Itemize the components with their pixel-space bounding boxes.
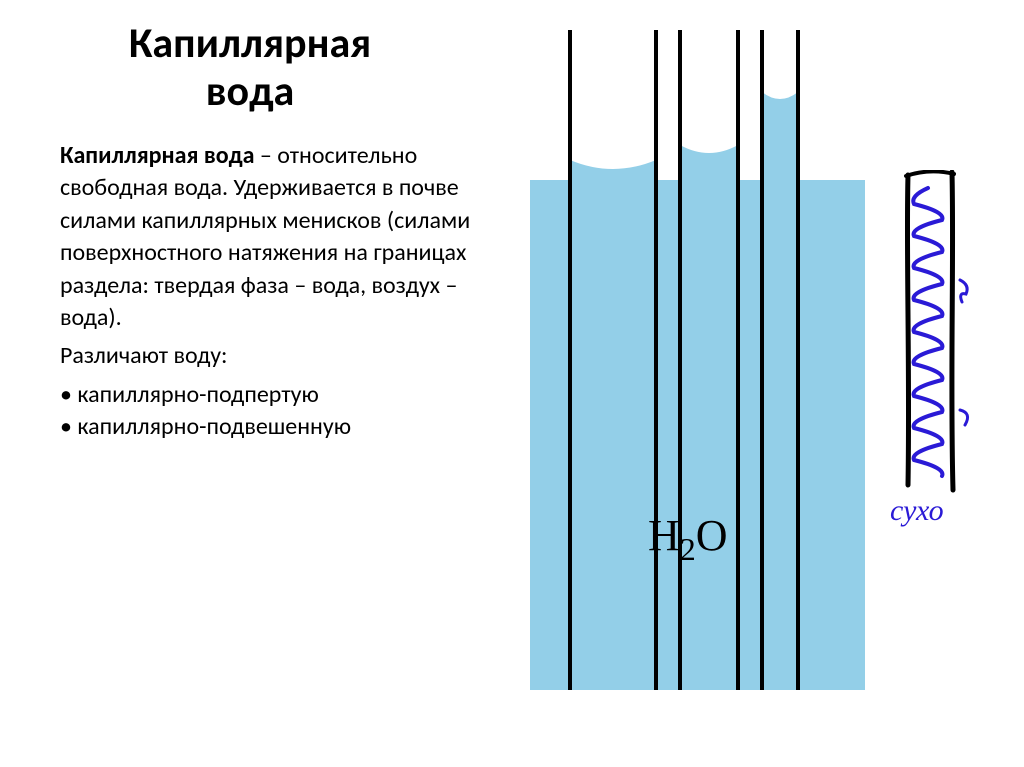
definition-term: Капиллярная вода [60, 141, 254, 170]
list-item: капиллярно-подпертую [60, 379, 490, 411]
title-line-2: вода [206, 66, 295, 117]
svg-text:сухо: сухо [890, 494, 944, 527]
handwritten-annotation: сухо [880, 170, 1000, 540]
list-item: капиллярно-подвешенную [60, 411, 490, 443]
h2o-label: H2O [648, 510, 728, 568]
h2o-h: H [648, 511, 680, 560]
definition-paragraph: Капиллярная вода – относительно свободна… [60, 140, 490, 334]
body-text: Капиллярная вода – относительно свободна… [60, 140, 490, 444]
slide-title: Капиллярная вода [60, 20, 440, 117]
capillary-diagram [530, 30, 865, 690]
definition-list: капиллярно-подпертую капиллярно-подвешен… [60, 379, 490, 444]
title-line-1: Капиллярная [129, 18, 371, 69]
distinguish-label: Различают воду: [60, 340, 490, 372]
h2o-2: 2 [680, 531, 696, 567]
h2o-o: O [696, 511, 728, 560]
